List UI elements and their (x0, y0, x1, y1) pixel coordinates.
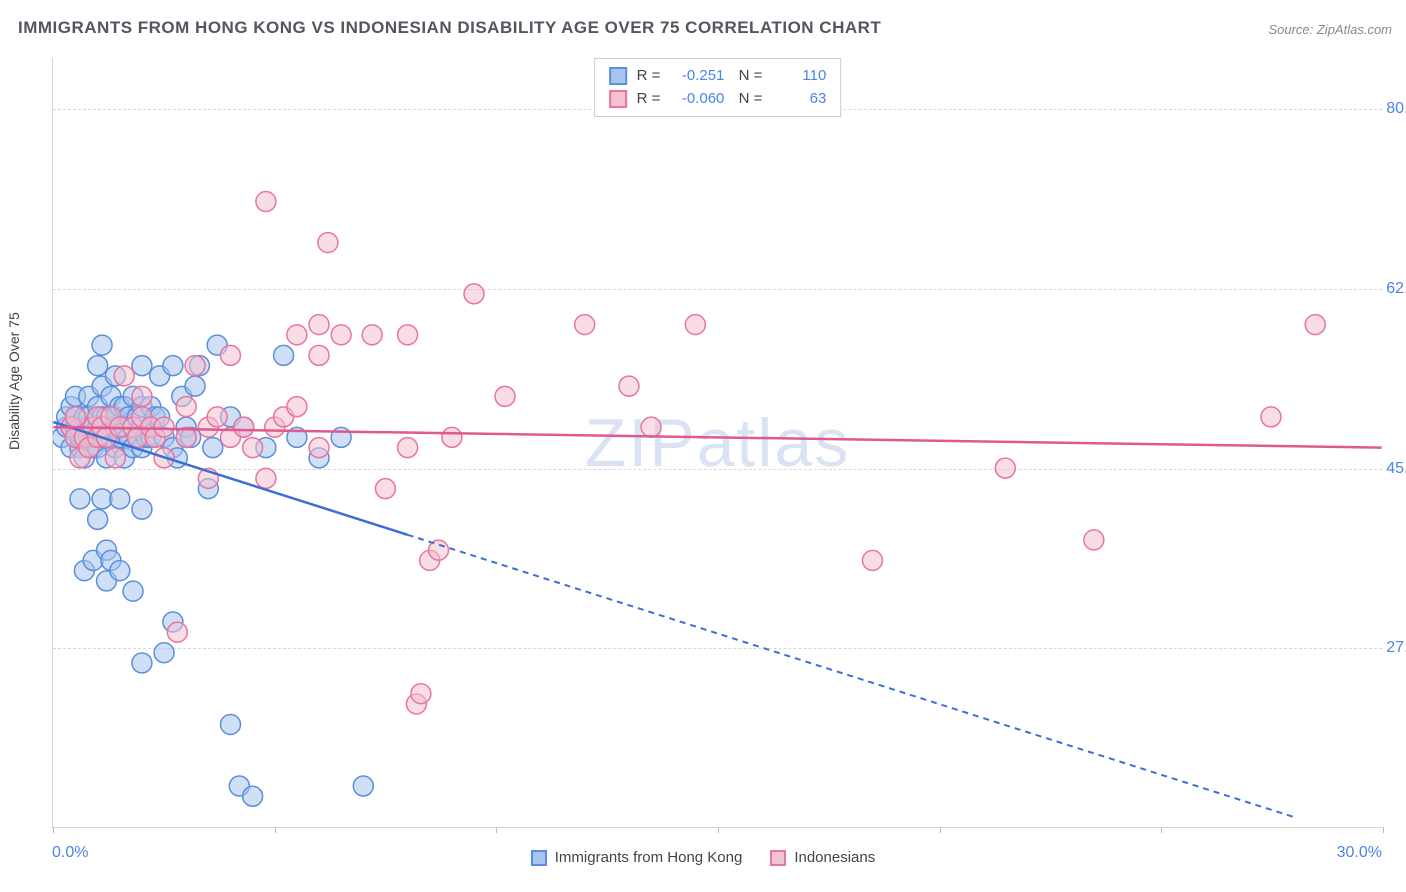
x-tick-mark (496, 827, 497, 833)
data-point (154, 417, 174, 437)
stat-n-value: 63 (772, 88, 826, 111)
data-point (287, 397, 307, 417)
data-point (132, 356, 152, 376)
y-tick-label: 62.5% (1386, 280, 1406, 298)
data-point (575, 315, 595, 335)
stats-row-id: R = -0.060 N = 63 (609, 88, 827, 111)
data-point (203, 438, 223, 458)
y-tick-label: 27.5% (1386, 639, 1406, 657)
y-axis-label: Disability Age Over 75 (6, 312, 22, 450)
data-point (309, 345, 329, 365)
data-point (411, 684, 431, 704)
data-point (220, 345, 240, 365)
data-point (88, 356, 108, 376)
legend-label: Immigrants from Hong Kong (555, 849, 743, 866)
stat-n-value: 110 (772, 65, 826, 88)
data-point (114, 366, 134, 386)
stat-label: R = (637, 88, 661, 111)
data-point (685, 315, 705, 335)
trendline-dashed (408, 535, 1294, 817)
x-tick-mark (1383, 827, 1384, 833)
data-point (154, 643, 174, 663)
data-point (495, 386, 515, 406)
stats-row-hk: R = -0.251 N = 110 (609, 65, 827, 88)
stat-r-value: -0.060 (670, 88, 724, 111)
swatch-icon (531, 850, 547, 866)
data-point (110, 561, 130, 581)
data-point (92, 335, 112, 355)
data-point (331, 325, 351, 345)
scatter-plot-svg (53, 58, 1382, 827)
data-point (176, 397, 196, 417)
data-point (123, 581, 143, 601)
data-point (167, 622, 187, 642)
correlation-stats-box: R = -0.251 N = 110 R = -0.060 N = 63 (594, 58, 842, 117)
data-point (220, 714, 240, 734)
swatch-icon (609, 90, 627, 108)
data-point (464, 284, 484, 304)
data-point (309, 315, 329, 335)
data-point (318, 233, 338, 253)
stat-r-value: -0.251 (670, 65, 724, 88)
data-point (105, 448, 125, 468)
data-point (362, 325, 382, 345)
stat-label: R = (637, 65, 661, 88)
data-point (641, 417, 661, 437)
data-point (1261, 407, 1281, 427)
bottom-legend: Immigrants from Hong Kong Indonesians (0, 849, 1406, 866)
data-point (66, 407, 86, 427)
data-point (70, 489, 90, 509)
data-point (442, 427, 462, 447)
x-tick-mark (718, 827, 719, 833)
stat-label: N = (734, 65, 762, 88)
data-point (243, 786, 263, 806)
data-point (256, 468, 276, 488)
data-point (398, 438, 418, 458)
x-tick-mark (53, 827, 54, 833)
data-point (1084, 530, 1104, 550)
data-point (274, 345, 294, 365)
data-point (185, 356, 205, 376)
data-point (234, 417, 254, 437)
legend-item-id: Indonesians (770, 849, 875, 866)
y-tick-label: 80.0% (1386, 100, 1406, 118)
legend-item-hk: Immigrants from Hong Kong (531, 849, 743, 866)
x-tick-mark (1161, 827, 1162, 833)
data-point (309, 438, 329, 458)
data-point (110, 489, 130, 509)
x-tick-mark (275, 827, 276, 833)
swatch-icon (609, 67, 627, 85)
data-point (88, 509, 108, 529)
data-point (132, 653, 152, 673)
data-point (287, 325, 307, 345)
data-point (353, 776, 373, 796)
chart-title: IMMIGRANTS FROM HONG KONG VS INDONESIAN … (18, 18, 881, 38)
data-point (185, 376, 205, 396)
data-point (132, 386, 152, 406)
legend-label: Indonesians (794, 849, 875, 866)
y-tick-label: 45.0% (1386, 460, 1406, 478)
data-point (1305, 315, 1325, 335)
data-point (862, 550, 882, 570)
data-point (256, 192, 276, 212)
data-point (207, 407, 227, 427)
data-point (619, 376, 639, 396)
data-point (163, 356, 183, 376)
data-point (995, 458, 1015, 478)
chart-plot-area: ZIPatlas R = -0.251 N = 110 R = -0.060 N… (52, 58, 1382, 828)
data-point (243, 438, 263, 458)
data-point (375, 479, 395, 499)
swatch-icon (770, 850, 786, 866)
x-tick-mark (940, 827, 941, 833)
source-attribution: Source: ZipAtlas.com (1268, 22, 1392, 37)
stat-label: N = (734, 88, 762, 111)
data-point (398, 325, 418, 345)
data-point (132, 499, 152, 519)
